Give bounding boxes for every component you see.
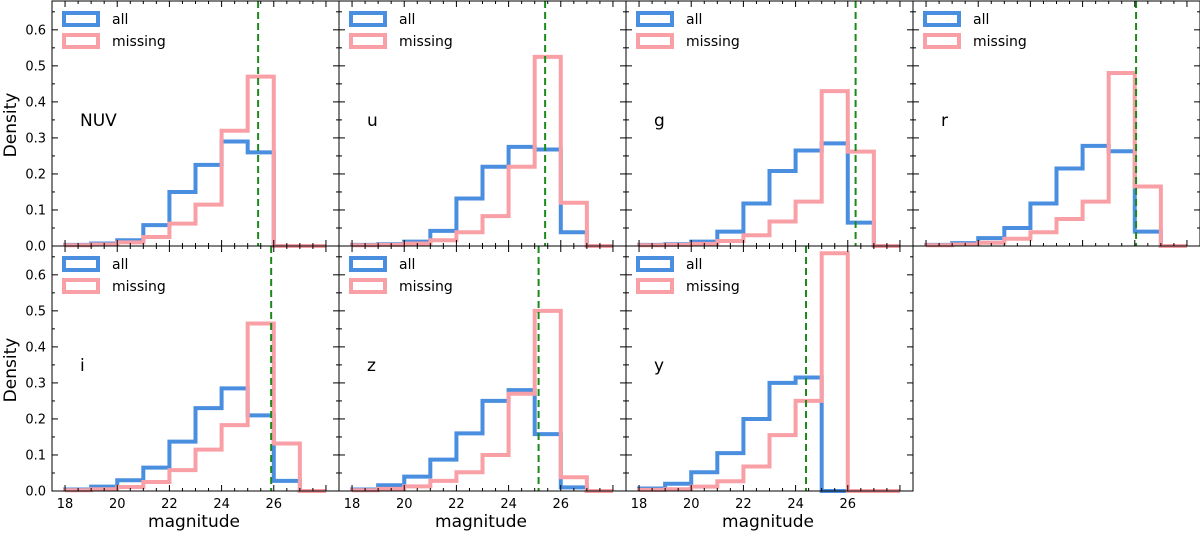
legend-label-missing: missing (973, 34, 1027, 50)
panel-z: 18 20 22 24 26 z all missing (338, 245, 627, 512)
legend-label-missing: missing (686, 279, 740, 295)
hist-missing-z (350, 308, 613, 493)
x-tick-label-z: 26 (552, 497, 569, 512)
x-tick-label-y: 20 (683, 497, 700, 512)
band-label-r: r (941, 111, 948, 131)
y-tick-label-i: 0.5 (25, 304, 46, 319)
axes-frame-u (338, 0, 627, 247)
legend-swatch-all (349, 256, 387, 272)
legend-label-all: all (112, 257, 128, 273)
xlabel-middle: magnitude (435, 512, 527, 532)
panel-r: r all missing (912, 0, 1200, 248)
hist-missing-NUV (63, 74, 326, 248)
legend-swatch-all (636, 256, 674, 272)
x-tick-label-z: 18 (344, 497, 361, 512)
legend-r: all missing (923, 11, 1027, 50)
panel-u: u all missing (338, 0, 627, 248)
legend-i: all missing (62, 256, 166, 295)
x-tick-label-i: 24 (213, 497, 230, 512)
hist-missing-u (350, 54, 613, 248)
hist-all-i (63, 386, 326, 493)
ylabel-bottom: Density (1, 338, 21, 403)
legend-swatch-missing (636, 33, 674, 49)
legend-swatch-missing (349, 278, 387, 294)
panel-g: g all missing (625, 0, 914, 248)
x-tick-label-z: 22 (448, 497, 465, 512)
legend-label-all: all (399, 257, 415, 273)
y-tick-label-i: 0.3 (25, 376, 46, 391)
band-label-NUV: NUV (80, 111, 117, 131)
band-label-u: u (367, 111, 378, 131)
legend-swatch-all (923, 11, 961, 27)
x-tick-label-i: 22 (161, 497, 178, 512)
x-tick-label-y: 24 (787, 497, 804, 512)
legend-label-missing: missing (686, 34, 740, 50)
legend-label-missing: missing (399, 279, 453, 295)
legend-label-missing: missing (112, 279, 166, 295)
x-tick-label-i: 18 (57, 497, 74, 512)
y-tick-label-NUV: 0.0 (25, 240, 46, 255)
hist-all-NUV (63, 139, 326, 248)
y-tick-label-i: 0.2 (25, 412, 46, 427)
legend-swatch-missing (62, 33, 100, 49)
y-tick-label-NUV: 0.5 (25, 59, 46, 74)
axes-frame-r (912, 0, 1200, 247)
legend-swatch-all (62, 256, 100, 272)
legend-swatch-missing (923, 33, 961, 49)
y-tick-label-i: 0.0 (25, 485, 46, 500)
xlabel-left: magnitude (148, 512, 240, 532)
legend-label-missing: missing (112, 34, 166, 50)
hist-missing-r (924, 71, 1187, 248)
legend-label-all: all (686, 257, 702, 273)
y-tick-label-NUV: 0.4 (25, 95, 46, 110)
legend-label-missing: missing (399, 34, 453, 50)
panel-NUV: 0.0 0.1 0.2 0.3 0.4 0.5 0.6 NUV all missing (25, 0, 340, 255)
hist-missing-g (637, 89, 900, 248)
hist-missing-y (637, 251, 900, 493)
panel-y: 18 20 22 24 26 y all missing (625, 245, 914, 512)
legend-label-all: all (399, 12, 415, 28)
x-tick-label-i: 26 (265, 497, 282, 512)
legend-NUV: all missing (62, 11, 166, 50)
y-tick-label-NUV: 0.1 (25, 203, 46, 218)
x-tick-label-y: 26 (839, 497, 856, 512)
legend-swatch-all (62, 11, 100, 27)
legend-swatch-missing (636, 278, 674, 294)
ylabel-top: Density (1, 93, 21, 158)
legend-label-all: all (112, 12, 128, 28)
axes-frame-g (625, 0, 914, 247)
x-tick-label-z: 24 (500, 497, 517, 512)
legend-swatch-missing (349, 33, 387, 49)
y-tick-label-i: 0.4 (25, 340, 46, 355)
legend-swatch-missing (62, 278, 100, 294)
panel-i: 18 20 22 24 26 0.0 0.1 0.2 0.3 0.4 0.5 0.6 i all missi… (25, 245, 340, 512)
y-tick-label-NUV: 0.2 (25, 167, 46, 182)
y-tick-label-i: 0.6 (25, 268, 46, 283)
band-label-y: y (654, 356, 664, 376)
y-tick-label-NUV: 0.6 (25, 23, 46, 38)
x-tick-label-y: 22 (735, 497, 752, 512)
xlabel-right: magnitude (722, 512, 814, 532)
x-tick-label-i: 20 (109, 497, 126, 512)
hist-missing-i (63, 321, 326, 493)
legend-z: all missing (349, 256, 453, 295)
legend-g: all missing (636, 11, 740, 50)
legend-label-all: all (973, 12, 989, 28)
y-tick-label-i: 0.1 (25, 448, 46, 463)
legend-swatch-all (349, 11, 387, 27)
band-label-g: g (654, 111, 665, 131)
legend-u: all missing (349, 11, 453, 50)
x-tick-label-y: 18 (631, 497, 648, 512)
legend-swatch-all (636, 11, 674, 27)
legend-label-all: all (686, 12, 702, 28)
y-tick-label-NUV: 0.3 (25, 131, 46, 146)
x-tick-label-z: 20 (396, 497, 413, 512)
legend-y: all missing (636, 256, 740, 295)
band-label-i: i (80, 356, 85, 376)
band-label-z: z (367, 356, 376, 376)
